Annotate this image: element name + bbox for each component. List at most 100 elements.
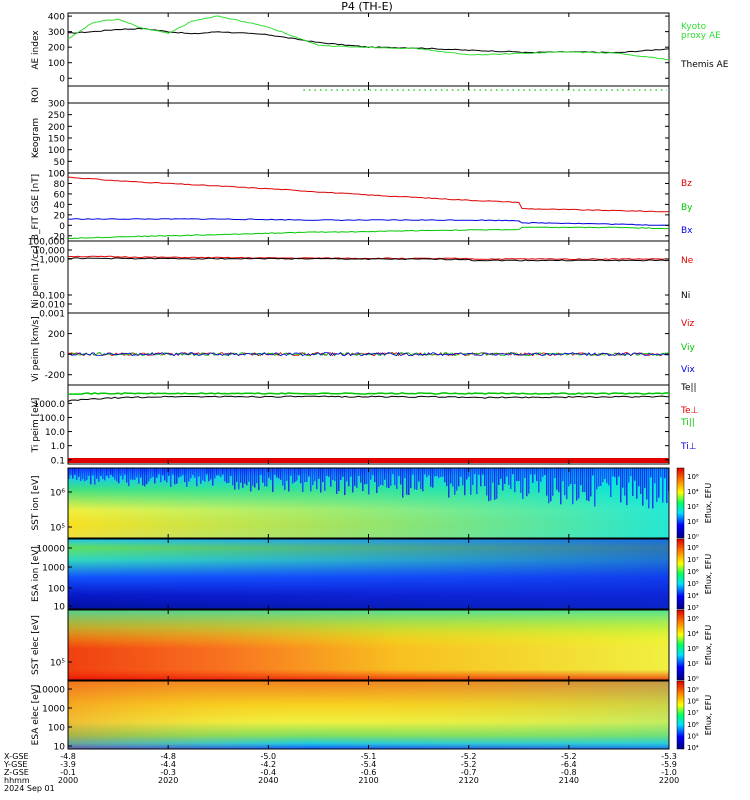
sst-ion-variability-stripe: [316, 468, 318, 490]
sst-ion-variability-stripe: [544, 468, 546, 475]
sst-ion-variability-stripe: [450, 468, 452, 484]
sst-ion-variability-stripe: [368, 468, 370, 495]
sst-ion-variability-stripe: [162, 468, 164, 476]
sst-ion-variability-stripe: [468, 468, 470, 477]
sst-ion-variability-stripe: [74, 468, 76, 475]
sst-ion-variability-stripe: [532, 468, 534, 483]
sst-ion-variability-stripe: [412, 468, 414, 475]
sst-ion-variability-stripe: [616, 468, 618, 486]
sst-elec-colorbar: [676, 609, 685, 681]
velocity-ylabel: Vi peim [km/s]: [31, 316, 41, 381]
xaxis-hhmm-label: 2040: [258, 776, 278, 785]
sst-elec-heatmap: [67, 609, 670, 681]
sst-ion-variability-stripe: [480, 468, 482, 487]
temperature-series-ti: [67, 395, 670, 402]
sst-ion-variability-stripe: [182, 468, 184, 476]
roi-ylabel: ROI: [31, 87, 41, 103]
temperature-ytick-label: 1.0: [51, 442, 66, 452]
ae-legend-1: proxy AE: [681, 31, 721, 41]
sst-ion-variability-stripe: [406, 468, 408, 495]
density-panel-frame: [67, 240, 670, 314]
sst-ion-variability-stripe: [378, 468, 380, 487]
sst-ion-variability-stripe: [496, 468, 498, 499]
esa_elec-colorbar-tick: 10⁶: [687, 721, 699, 729]
sst-ion-variability-stripe: [188, 468, 190, 482]
sst-ion-variability-stripe: [334, 468, 336, 481]
sst-ion-variability-stripe: [272, 468, 274, 493]
sst-ion-variability-stripe: [538, 468, 540, 493]
sst-ion-variability-stripe: [330, 468, 332, 487]
sst-ion-variability-stripe: [372, 468, 374, 476]
sst-ion-variability-stripe: [360, 468, 362, 483]
sst-ion-variability-stripe: [596, 468, 598, 490]
esa_elec-colorbar-tick: 10⁹: [687, 686, 699, 694]
sst-ion-variability-stripe: [630, 468, 632, 477]
sst-ion-variability-stripe: [200, 468, 202, 484]
keogram-panel-frame: [67, 102, 670, 174]
sst-ion-variability-stripe: [392, 468, 394, 475]
sst-ion-variability-stripe: [408, 468, 410, 495]
sst-ion-variability-stripe: [494, 468, 496, 500]
xaxis-y_gse-label: -4.2: [261, 760, 277, 769]
sst-ion-variability-stripe: [192, 468, 194, 475]
sst-ion-variability-stripe: [656, 468, 658, 502]
sst-ion-variability-stripe: [414, 468, 416, 490]
sst-ion-variability-stripe: [644, 468, 646, 488]
footer-row-label: X-GSE: [4, 752, 29, 761]
sst_ion-colorbar-tick: 10⁶: [687, 473, 699, 481]
sst-ion-variability-stripe: [438, 468, 440, 478]
sst-ion-variability-stripe: [156, 468, 158, 478]
bfield-ytick-label: 100: [48, 170, 65, 180]
sst-ion-variability-stripe: [150, 468, 152, 479]
ae-ytick-label: 300: [48, 28, 65, 38]
xaxis-y_gse-label: -3.9: [60, 760, 76, 769]
sst-ion-variability-stripe: [454, 468, 456, 495]
sst-ion-variability-stripe: [386, 468, 388, 488]
xaxis-x_gse-label: -5.2: [561, 752, 577, 761]
sst-ion-variability-stripe: [210, 468, 212, 480]
sst-ion-variability-stripe: [662, 468, 664, 503]
sst-ion-variability-stripe: [444, 468, 446, 483]
sst-ion-variability-stripe: [318, 468, 320, 479]
sst-ion-variability-stripe: [486, 468, 488, 496]
sst-ion-variability-stripe: [280, 468, 282, 480]
keogram-ytick-label: 300: [48, 100, 65, 110]
sst-ion-variability-stripe: [324, 468, 326, 491]
sst-ion-variability-stripe: [514, 468, 516, 493]
esa_elec-ylabel: ESA elec [eV]: [31, 685, 41, 746]
sst-ion-variability-stripe: [296, 468, 298, 481]
esa_ion-ylabel: ESA ion [eV]: [31, 546, 41, 602]
sst-ion-variability-stripe: [574, 468, 576, 485]
sst-ion-variability-stripe: [136, 468, 138, 478]
esa_elec-colorbar-tick: 10⁸: [687, 698, 699, 706]
sst-ion-variability-stripe: [422, 468, 424, 492]
sst-ion-variability-stripe: [642, 468, 644, 506]
sst-ion-variability-stripe: [288, 468, 290, 492]
sst-ion-variability-stripe: [466, 468, 468, 480]
sst-ion-variability-stripe: [172, 468, 174, 475]
sst-ion-variability-stripe: [298, 468, 300, 476]
esa-ion-heatmap: [67, 538, 670, 610]
sst-ion-variability-stripe: [618, 468, 620, 477]
sst-ion-variability-stripe: [160, 468, 162, 483]
xaxis-z_gse-label: -0.6: [361, 768, 377, 777]
sst-ion-variability-stripe: [536, 468, 538, 481]
bfield-legend-1: By: [681, 203, 693, 213]
sst-ion-variability-stripe: [262, 468, 264, 483]
sst-ion-variability-stripe: [400, 468, 402, 485]
sst-ion-variability-stripe: [562, 468, 564, 482]
sst-ion-variability-stripe: [356, 468, 358, 488]
bfield-legend-0: Bz: [681, 179, 692, 189]
sst-ion-variability-stripe: [134, 468, 136, 480]
sst-ion-variability-stripe: [294, 468, 296, 482]
ae-series-themis-ae: [67, 27, 670, 54]
sst-ion-variability-stripe: [118, 468, 120, 484]
sst-ion-variability-stripe: [128, 468, 130, 487]
sst-ion-variability-stripe: [96, 468, 98, 479]
sst-ion-variability-stripe: [358, 468, 360, 476]
sst-ion-variability-stripe: [258, 468, 260, 491]
xaxis-z_gse-label: -0.8: [561, 768, 577, 777]
sst-ion-variability-stripe: [90, 468, 92, 485]
colorbars: [676, 467, 685, 750]
xaxis-z_gse-label: -0.7: [461, 768, 477, 777]
